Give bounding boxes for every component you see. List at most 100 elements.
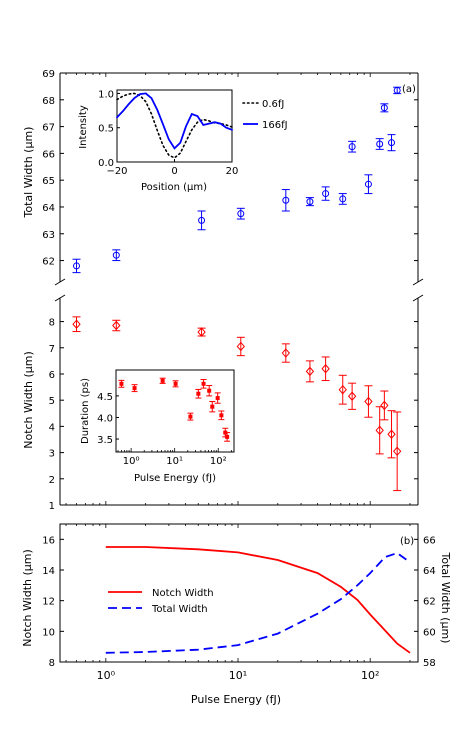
total-width-point-8-marker: [348, 143, 356, 151]
mid-ytick-label: 6: [49, 370, 55, 381]
notch-width-point-2: [197, 327, 206, 337]
inset-duration-xtick-label: 10⁰: [123, 456, 140, 467]
inset-intensity-xtick-label: −20: [106, 166, 127, 177]
inset-duration: 10⁰ 10¹ 10² 3.5 4.0 4.5: [97, 369, 235, 467]
duration-point-marker: [188, 414, 193, 419]
inset-duration-ytick-label: 4.0: [97, 413, 113, 424]
bottom-ylabel-right: Total Width (μm): [439, 552, 452, 644]
duration-point-marker: [225, 434, 230, 439]
inset-duration-xtick-label: 10¹: [166, 456, 183, 467]
total-width-point-3: [236, 207, 245, 220]
total-width-point-4-marker: [282, 196, 290, 204]
total-width-point-2: [197, 210, 206, 231]
duration-point-marker: [219, 413, 224, 418]
panel-b-ytick-right-label: 60: [423, 627, 436, 638]
top-ytick-label: 67: [42, 123, 55, 134]
notch-width-point-4-marker: [281, 348, 290, 358]
total-width-point-0-marker: [73, 262, 81, 270]
notch-width-point-6-marker: [321, 363, 330, 374]
panel-b-ytick-left-label: 8: [49, 658, 55, 669]
panel-b-ytick-left-label: 14: [42, 566, 55, 577]
notch-width-point-2-marker: [197, 327, 206, 337]
duration-point-marker: [210, 404, 215, 409]
duration-point-marker: [173, 381, 178, 386]
duration-point-2: [159, 377, 166, 384]
notch-width-point-11-marker: [380, 400, 389, 411]
notch-width-point-10-marker: [375, 425, 384, 436]
notch-width-point-10: [375, 406, 384, 455]
mid-ytick-label: 3: [49, 449, 55, 460]
notch-width-point-0-marker: [72, 319, 81, 329]
total-width-point-7: [338, 193, 347, 205]
panel-b-series-0: [105, 546, 411, 654]
total-width-point-12-marker: [388, 139, 396, 147]
duration-point-marker: [201, 381, 206, 386]
top-ytick-label: 65: [42, 176, 55, 187]
mid-ytick-label: 8: [49, 318, 55, 329]
mid-ytick-label: 4: [49, 422, 55, 433]
total-width-point-0: [72, 258, 81, 274]
panel-b-label: (b): [400, 536, 414, 547]
duration-point-marker: [196, 391, 201, 396]
duration-point-12: [224, 432, 231, 442]
notch-width-point-5-marker: [305, 366, 315, 377]
mid-ytick-label: 1: [49, 501, 55, 512]
inset1-ylabel: Intensity: [78, 105, 89, 149]
notch-width-point-1-marker: [112, 320, 121, 331]
top-ytick-label: 63: [42, 230, 55, 241]
top-ytick-label: 69: [42, 69, 55, 80]
total-width-point-10-marker: [376, 140, 384, 148]
duration-point-9: [214, 392, 221, 404]
total-width-point-1: [112, 249, 121, 262]
axis-break-mark: [54, 294, 66, 302]
panel-b-series-1: [105, 552, 411, 654]
top-ytick-label: 62: [42, 257, 55, 268]
inset-intensity-ytick-label: 1.0: [98, 89, 114, 100]
total-width-point-8: [348, 140, 357, 153]
total-width-point-5-marker: [306, 198, 314, 206]
notch-width-point-4: [281, 343, 290, 363]
axis-break-mark: [412, 294, 424, 302]
top-ytick-label: 66: [42, 149, 55, 160]
notch-width-point-12-marker: [387, 429, 396, 440]
notch-width-point-9-marker: [364, 396, 373, 407]
mid-ylabel: Notch Width (μm): [22, 351, 35, 449]
duration-point-5: [195, 388, 202, 399]
panel-b-xtick-label: 10²: [361, 669, 379, 682]
panel-b-ytick-right-label: 66: [423, 535, 436, 546]
total-width-point-4: [281, 189, 290, 212]
total-width-point-5: [305, 197, 314, 207]
notch-width-point-12: [387, 410, 396, 459]
mid-ytick-label: 5: [49, 396, 55, 407]
inset-intensity-xtick-label: 20: [226, 166, 239, 177]
panel-b-ytick-left-label: 12: [42, 597, 55, 608]
top-ytick-label: 68: [42, 96, 55, 107]
notch-width-point-6: [321, 356, 330, 382]
duration-point-0: [118, 379, 125, 388]
duration-point-8: [209, 401, 216, 413]
notch-width-point-13: [393, 411, 402, 492]
panel-b-ytick-right-label: 58: [423, 658, 436, 669]
duration-point-marker: [132, 386, 137, 391]
panel-b-frame: [59, 523, 419, 663]
panel-a-label: (a): [402, 84, 416, 95]
total-width-point-6: [321, 186, 330, 201]
total-width-point-13-marker: [393, 86, 401, 94]
total-width-point-2-marker: [198, 216, 206, 224]
inset-intensity: −20 0 20 0.0 0.5 1.0: [98, 89, 238, 177]
notch-width-point-8-marker: [347, 391, 357, 402]
total-width-point-10: [375, 138, 384, 150]
duration-point-10: [218, 410, 225, 421]
legend-label-total: Total Width: [151, 604, 208, 615]
notch-width-point-8: [347, 382, 357, 410]
total-width-point-11: [380, 103, 389, 113]
duration-point-1: [131, 384, 138, 393]
duration-point-7: [206, 385, 213, 397]
total-width-point-6-marker: [322, 190, 330, 198]
notch-width-point-7-marker: [338, 384, 347, 395]
legend-label-0-6fj: 0.6fJ: [262, 99, 284, 110]
notch-width-point-9: [364, 385, 373, 418]
legend-label-166fj: 166fJ: [262, 120, 288, 131]
inset-intensity-ytick-label: 0.0: [98, 158, 114, 169]
